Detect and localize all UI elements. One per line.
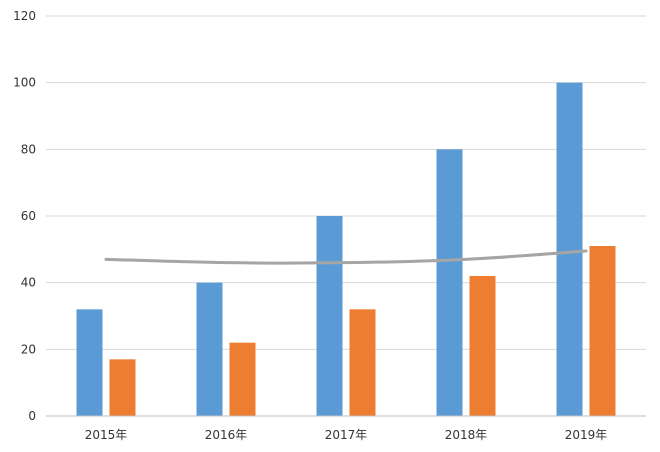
trend-line [106,251,586,263]
line-series [106,251,586,263]
y-tick-label: 40 [21,276,36,290]
x-axis-ticks: 2015年 2016年 2017年 2018年 2019年 [46,416,646,442]
y-tick-label: 60 [21,209,36,223]
bar-series-2 [350,309,376,416]
bar-series-2 [230,343,256,416]
x-tick-label: 2016年 [205,428,248,442]
bar-series-2 [470,276,496,416]
bar-series-1 [437,149,463,416]
y-tick-label: 100 [13,76,36,90]
bar-series-1 [317,216,343,416]
y-tick-label: 80 [21,142,36,156]
x-tick-label: 2018年 [445,428,488,442]
bar-series-1 [197,283,223,416]
bar-series-1 [77,309,103,416]
gridlines [46,16,646,416]
x-tick-label: 2017年 [325,428,368,442]
x-tick-label: 2019年 [565,428,608,442]
y-tick-label: 120 [13,9,36,23]
y-tick-label: 20 [21,342,36,356]
x-tick-label: 2015年 [85,428,128,442]
bar-series-2 [590,246,616,416]
bars [77,83,616,416]
y-axis-ticks: 0 20 40 60 80 100 120 [13,9,36,423]
bar-series-1 [557,83,583,416]
y-tick-label: 0 [28,409,36,423]
bar-series-2 [110,359,136,416]
